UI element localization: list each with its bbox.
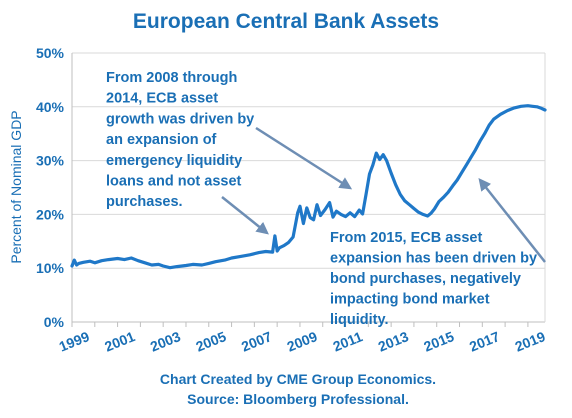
y-tick-label: 10% [36, 260, 65, 276]
annotation-emergency-liquidity: From 2008 through 2014, ECB asset growth w… [106, 70, 254, 210]
annotation-line: bond purchases, negatively [330, 271, 521, 287]
credit-line: Chart Created by CME Group Economics. [160, 371, 436, 387]
annotation-arrow [478, 178, 546, 263]
y-tick-label: 50% [36, 45, 65, 61]
source-line: Source: Bloomberg Professional. [187, 391, 409, 407]
annotation-bond-purchases: From 2015, ECB asset expansion has been d… [330, 230, 537, 328]
series-line [70, 104, 547, 270]
annotation-arrows [221, 126, 546, 263]
annotation-line: loans and not asset [106, 174, 242, 190]
annotation-line: growth was driven by [106, 111, 254, 127]
annotation-line: purchases. [106, 194, 183, 210]
x-tick-label: 2013 [376, 328, 411, 355]
y-axis-label: Percent of Nominal GDP [8, 110, 24, 263]
axes [71, 53, 546, 327]
annotation-line: expansion has been driven by [330, 251, 537, 267]
annotation-line: liquidity. [330, 312, 389, 328]
annotation-line: an expansion of [106, 132, 217, 148]
annotation-line: From 2008 through [106, 70, 237, 86]
annotation-line: From 2015, ECB asset [330, 230, 482, 246]
y-tick-label: 30% [36, 153, 65, 169]
x-tick-label: 2007 [239, 328, 274, 355]
x-tick-label: 2017 [467, 328, 502, 355]
series-line-group [70, 104, 547, 270]
x-tick-label: 2011 [331, 328, 365, 354]
x-tick-label: 2015 [421, 328, 456, 355]
x-tick-labels: 1999 2001 2003 2005 2007 2009 2011 2013 2015 2017… [57, 328, 548, 355]
annotation-arrow [255, 126, 353, 190]
y-tick-label: 20% [36, 206, 65, 222]
x-tick-label: 2001 [102, 328, 137, 355]
y-tick-label: 0% [44, 314, 65, 330]
credits: Chart Created by CME Group Economics. Sou… [160, 371, 436, 407]
annotation-arrow [221, 196, 269, 235]
x-tick-label: 1999 [57, 328, 92, 355]
y-tick-labels: 0% 10% 20% 30% 40% 50% [36, 45, 65, 330]
annotation-line: 2014, ECB asset [106, 91, 218, 107]
y-tick-label: 40% [36, 99, 65, 115]
x-tick-label: 2019 [513, 328, 548, 355]
x-tick-label: 2009 [285, 328, 320, 355]
annotation-line: emergency liquidity [106, 153, 242, 169]
x-tick-label: 2003 [148, 328, 183, 355]
annotation-line: impacting bond market [330, 292, 490, 308]
x-tick-label: 2005 [193, 328, 228, 355]
chart-title: European Central Bank Assets [133, 10, 439, 33]
